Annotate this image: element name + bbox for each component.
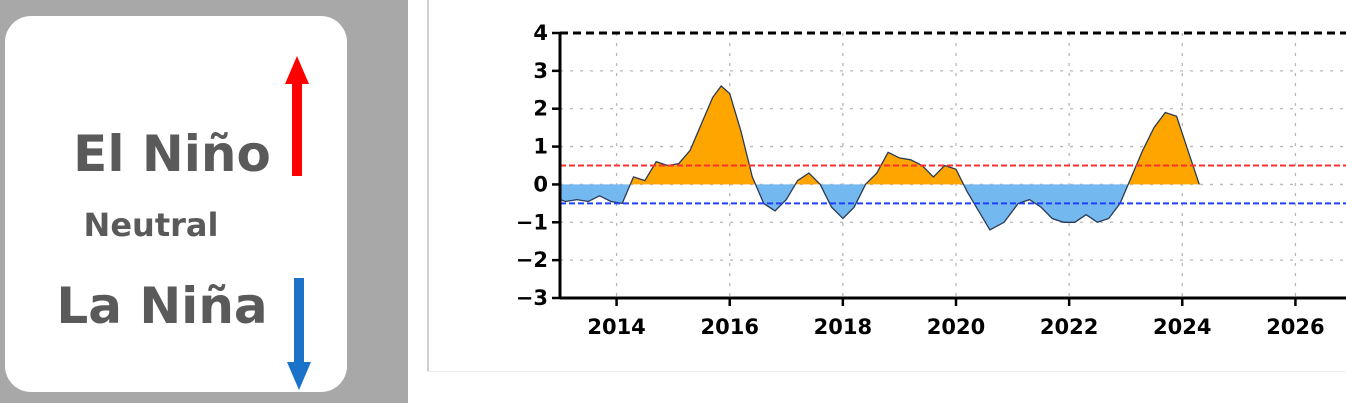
y-tick-label: −2: [516, 248, 548, 272]
y-tick-label: 0: [533, 172, 548, 196]
x-tick-label: 2024: [1153, 315, 1211, 339]
x-tick-label: 2014: [587, 315, 645, 339]
legend-panel: El Niño Neutral La Niña: [0, 0, 408, 403]
el-nino-label: El Niño: [73, 125, 271, 183]
y-tick-label: 2: [533, 97, 548, 121]
positive-area: [560, 86, 1200, 185]
x-tick-label: 2016: [700, 315, 758, 339]
arrow-up-icon: [285, 56, 309, 176]
negative-area: [560, 184, 1200, 230]
legend-card: El Niño Neutral La Niña: [5, 16, 347, 392]
y-tick-label: 1: [533, 135, 548, 159]
chart-bottom-rule: [427, 371, 1346, 372]
neutral-label: Neutral: [83, 206, 219, 244]
y-tick-label: 4: [533, 21, 548, 45]
oni-chart: 4 3 2 1 0 −1 −2 −3 2014 2016 2018 2020 2022 2024 2026: [516, 21, 1346, 339]
x-tick-label: 2018: [814, 315, 872, 339]
x-tick-label: 2022: [1040, 315, 1098, 339]
y-tick-label: −1: [516, 210, 548, 234]
x-tick-label: 2020: [927, 315, 985, 339]
x-tick-label: 2026: [1266, 315, 1324, 339]
arrow-down-icon: [287, 278, 311, 390]
divider: [427, 0, 429, 372]
series-line: [559, 85, 1200, 231]
y-tick-label: 3: [533, 59, 548, 83]
la-nina-label: La Niña: [56, 277, 268, 335]
y-tick-label: −3: [516, 286, 548, 310]
